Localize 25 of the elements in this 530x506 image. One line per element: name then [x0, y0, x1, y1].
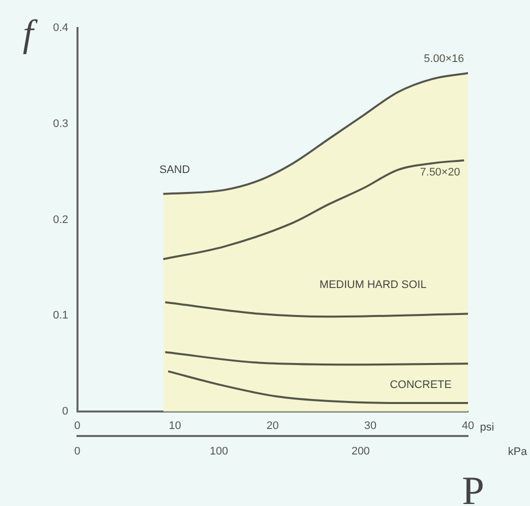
annotation: SAND	[159, 164, 190, 176]
line-series	[164, 351, 468, 366]
y-tick-label: 0.2	[52, 214, 68, 226]
x2-tick-label: 200	[351, 445, 370, 458]
x2-tick-label: 100	[210, 445, 228, 458]
y-tick-label: 0.3	[52, 118, 68, 130]
y-tick-label: 0.1	[52, 310, 68, 322]
line-series	[167, 370, 468, 404]
annotation: MEDIUM HARD SOIL	[320, 279, 426, 292]
series-label: 5.00×16	[424, 53, 464, 66]
x-axis-title: psi	[480, 422, 494, 434]
y-tick-label: 0	[62, 406, 68, 418]
y-axis-title: f	[22, 12, 38, 55]
x-tick-label: 10	[168, 420, 182, 432]
text: P	[462, 468, 484, 506]
y-tick-label: 0.4	[52, 22, 68, 34]
x-tick-label: 20	[266, 420, 279, 432]
annotation: CONCRETE	[390, 378, 452, 391]
x-tick-label: 30	[364, 420, 376, 432]
line-series	[162, 159, 466, 260]
x2-tick-label: 0	[74, 445, 80, 458]
x-tick-label: 0	[74, 420, 80, 432]
series-label: 7.50×20	[420, 166, 460, 178]
x-tick-label: 40	[462, 420, 474, 432]
x2-axis-title: kPa	[508, 446, 528, 458]
